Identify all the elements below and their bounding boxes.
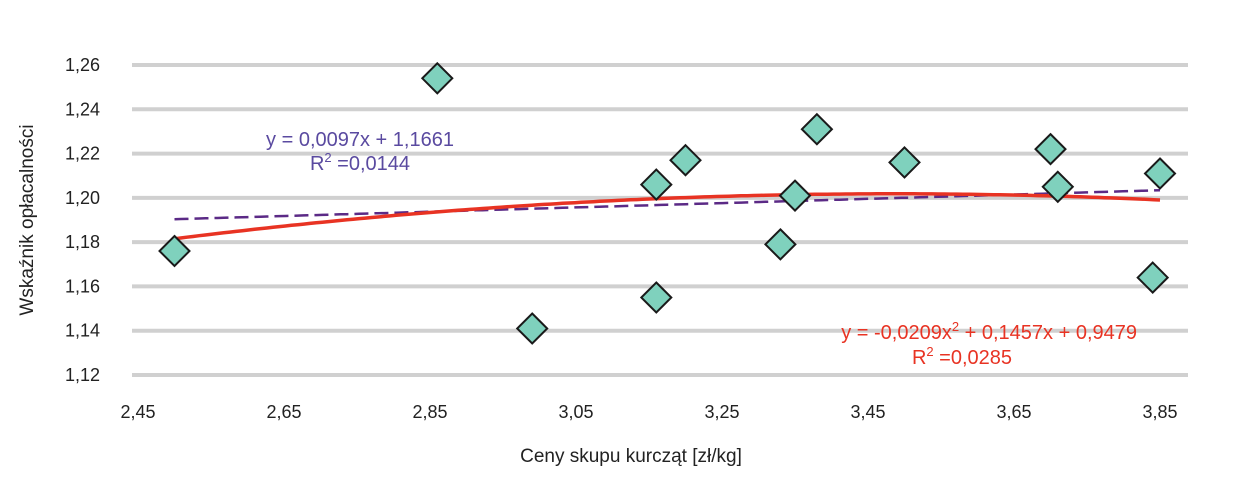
linear-trend-r2: R2 =0,0144 bbox=[310, 150, 410, 175]
x-tick-label: 2,65 bbox=[266, 402, 301, 422]
y-tick-label: 1,20 bbox=[65, 188, 100, 208]
data-point bbox=[1136, 261, 1170, 294]
data-point bbox=[639, 168, 673, 201]
data-point bbox=[1034, 132, 1067, 166]
data-point bbox=[669, 143, 702, 177]
x-tick-label: 3,45 bbox=[850, 402, 885, 422]
y-tick-label: 1,14 bbox=[65, 321, 100, 341]
x-tick-label: 2,45 bbox=[120, 402, 155, 422]
x-tick-label: 3,85 bbox=[1142, 402, 1177, 422]
data-point bbox=[800, 112, 834, 146]
x-tick-label: 3,05 bbox=[558, 402, 593, 422]
data-point bbox=[888, 146, 921, 179]
x-tick-label: 2,85 bbox=[412, 402, 447, 422]
data-point bbox=[158, 234, 191, 268]
x-tick-label: 3,25 bbox=[704, 402, 739, 422]
y-tick-label: 1,12 bbox=[65, 365, 100, 385]
data-point bbox=[420, 61, 454, 95]
data-point bbox=[639, 281, 673, 314]
linear-trend-equation: y = 0,0097x + 1,1661 bbox=[266, 129, 454, 151]
y-tick-label: 1,22 bbox=[65, 144, 100, 164]
polynomial-trend-r2: R2 =0,0285 bbox=[912, 344, 1012, 369]
y-axis-title: Wskaźnik opłacalności bbox=[17, 124, 38, 315]
y-tick-label: 1,24 bbox=[65, 99, 100, 119]
data-point bbox=[763, 227, 797, 261]
y-tick-label: 1,16 bbox=[65, 276, 100, 296]
x-tick-label: 3,65 bbox=[996, 402, 1031, 422]
y-axis-ticks: 1,12 1,14 1,16 1,18 1,20 1,22 1,24 1,26 bbox=[65, 55, 100, 385]
y-tick-label: 1,26 bbox=[65, 55, 100, 75]
data-points bbox=[158, 61, 1177, 345]
data-point bbox=[778, 179, 812, 213]
data-point bbox=[1041, 170, 1075, 204]
x-axis-ticks: 2,45 2,65 2,85 3,05 3,25 3,45 3,65 3,85 bbox=[120, 402, 1177, 422]
polynomial-trend-equation: y = -0,0209x2 + 0,1457x + 0,9479 bbox=[841, 319, 1137, 344]
data-point bbox=[1143, 157, 1177, 190]
x-axis-title: Ceny skupu kurcząt [zł/kg] bbox=[520, 446, 742, 467]
trendlines bbox=[174, 188, 1161, 241]
polynomial-trendline bbox=[174, 192, 1161, 241]
data-point bbox=[515, 312, 549, 345]
y-tick-label: 1,18 bbox=[65, 232, 100, 252]
